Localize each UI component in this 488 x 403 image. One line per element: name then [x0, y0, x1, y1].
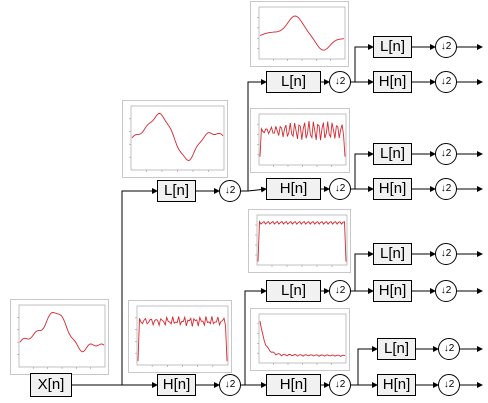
plot-axes-frame [258, 6, 346, 60]
plot-axes-frame [258, 113, 347, 166]
connector-to-lowpass-1 [121, 188, 158, 385]
highpass-filter-level2a: H[n] [266, 178, 321, 200]
downsample-level3b-high: ↓2 [435, 178, 457, 200]
lowpass-filter-level3a: L[n] [373, 36, 412, 58]
highpass-filter-level1: H[n] [157, 374, 196, 396]
downsample-level3a-low: ↓2 [435, 36, 457, 58]
downsample-level1-high: ↓2 [219, 374, 241, 396]
highpass-filter-level3b: H[n] [373, 178, 412, 200]
downsample-level2a-high: ↓2 [329, 178, 351, 200]
lowpass-filter-level1: L[n] [157, 180, 196, 202]
connector-to-lowpass-3a [351, 44, 374, 83]
highpass-filter-level2b: H[n] [266, 374, 321, 396]
signal-trace [259, 321, 346, 357]
lowpass-filter-level2b: L[n] [266, 280, 321, 302]
signal-trace [259, 120, 346, 157]
connector-to-lowpass-2a [247, 79, 267, 191]
signal-trace [259, 15, 345, 51]
downsample-level3a-high: ↓2 [435, 71, 457, 93]
lowpass-filter-level3c: L[n] [373, 243, 412, 265]
input-signal-box: X[n] [30, 373, 72, 397]
lowpass-filter-level2a: L[n] [266, 71, 321, 93]
downsample-level2b-high: ↓2 [329, 374, 351, 396]
signal-trace [137, 315, 228, 362]
connector-to-lowpass-3d [351, 346, 378, 386]
lowpass-filter-level3b: L[n] [373, 143, 412, 165]
signal-trace [131, 112, 224, 161]
connector-to-lowpass-3b [351, 151, 374, 190]
plot-level2-low [250, 1, 349, 67]
downsample-level2a-low: ↓2 [329, 71, 351, 93]
plot-axes-frame [136, 305, 229, 366]
plot-level1-low [122, 100, 228, 178]
connector-to-lowpass-3c [351, 251, 374, 292]
downsample-level3c-low: ↓2 [435, 243, 457, 265]
connector-to-lowpass-2b [244, 288, 267, 385]
plot-level2b-high [250, 308, 350, 371]
downsample-level3d-low: ↓2 [438, 338, 460, 360]
downsample-level1-low: ↓2 [219, 180, 241, 202]
downsample-level3d-high: ↓2 [438, 374, 460, 396]
connector-to-highpass-2a [247, 186, 267, 193]
plot-level1-high [128, 300, 232, 373]
signal-trace [19, 312, 105, 353]
plot-axes-frame [130, 105, 225, 171]
downsample-level3c-high: ↓2 [435, 280, 457, 302]
plot-axes-frame [18, 304, 106, 368]
downsample-level3b-low: ↓2 [435, 143, 457, 165]
highpass-filter-level3c: H[n] [373, 280, 412, 302]
signal-trace [257, 219, 347, 262]
plot-input-signal [10, 299, 109, 375]
plot-level2b-low [248, 209, 351, 273]
highpass-filter-level3d: H[n] [377, 374, 416, 396]
downsample-level2b-low: ↓2 [329, 280, 351, 302]
plot-level2-high [250, 108, 350, 173]
lowpass-filter-level3d: L[n] [377, 338, 416, 360]
highpass-filter-level3a: H[n] [373, 71, 412, 93]
